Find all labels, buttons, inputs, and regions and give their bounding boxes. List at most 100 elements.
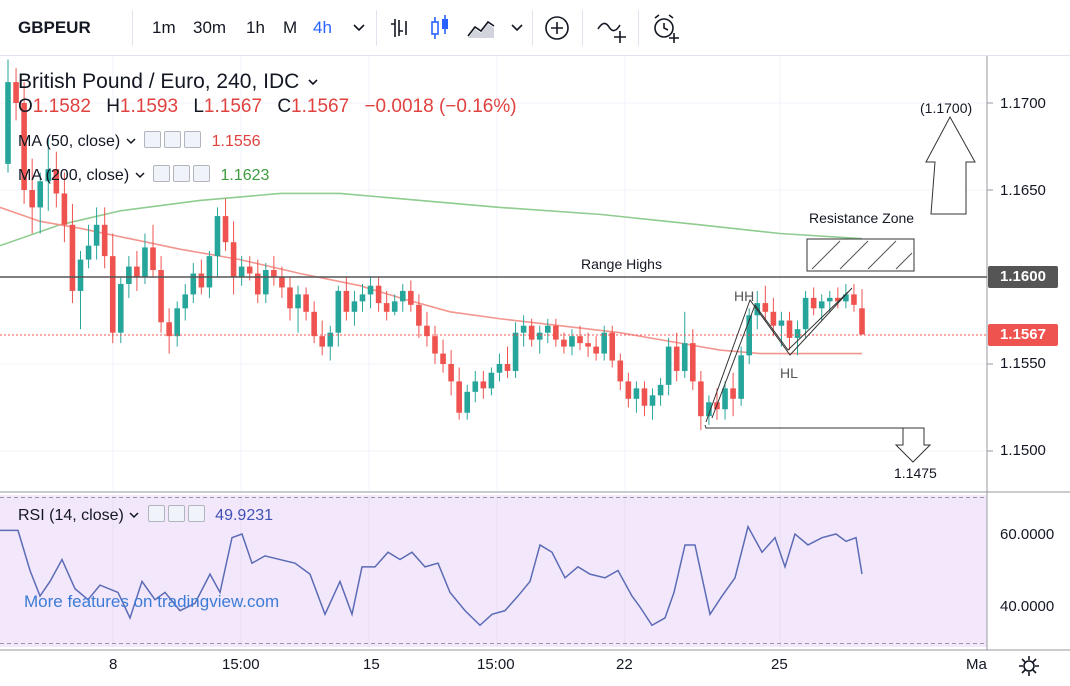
candle <box>45 137 52 211</box>
candle <box>93 207 100 260</box>
target-down-label[interactable]: 1.1475 <box>894 465 937 481</box>
candle <box>851 283 857 312</box>
interval-4h[interactable]: 4h <box>313 18 332 37</box>
candle <box>520 315 527 347</box>
candle-body <box>335 290 342 333</box>
interval-1m[interactable]: 1m <box>152 18 176 37</box>
add-indicator-icon[interactable] <box>544 15 570 41</box>
area-style-icon[interactable] <box>466 16 496 40</box>
ma200-legend[interactable]: MA (200, close) 1.1623 <box>18 165 269 185</box>
interval-month[interactable]: M <box>283 18 298 37</box>
candle-body <box>343 290 350 312</box>
chevron-down-icon[interactable] <box>125 136 137 146</box>
chevron-down-icon[interactable] <box>307 76 319 88</box>
price-label: 1.1700 <box>1000 95 1046 112</box>
chevron-down-icon[interactable] <box>352 20 366 36</box>
candle <box>577 325 583 351</box>
range-highs-label[interactable]: Range Highs <box>581 256 662 272</box>
ma200-path <box>0 192 863 247</box>
candle-body <box>641 388 648 406</box>
symbol-title[interactable]: British Pound / Euro, 240, IDC <box>18 70 300 93</box>
candle <box>5 59 11 173</box>
resistance-zone-label[interactable]: Resistance Zone <box>809 210 915 226</box>
price-grid <box>0 56 987 492</box>
candle-body <box>802 297 809 330</box>
eye-icon[interactable] <box>147 505 165 522</box>
hl-label[interactable]: HL <box>780 365 798 381</box>
candle <box>303 287 309 321</box>
swing-lines-secondary[interactable] <box>711 291 849 419</box>
hh-label[interactable]: HH <box>734 288 755 304</box>
candle-body <box>818 301 825 309</box>
candle-body <box>367 285 374 295</box>
candle <box>174 301 180 347</box>
candle-body <box>810 297 817 309</box>
candle <box>843 283 849 309</box>
eye-icon[interactable] <box>144 131 162 148</box>
annotation-drawings[interactable] <box>0 115 987 463</box>
chevron-down-icon[interactable] <box>134 170 146 180</box>
candle-body <box>198 273 205 288</box>
candle-body <box>303 294 309 312</box>
candle-body <box>738 355 744 399</box>
target-down-line[interactable] <box>704 424 914 446</box>
close-icon[interactable] <box>193 165 211 182</box>
candle-body <box>625 381 632 399</box>
candle-body <box>657 384 664 396</box>
close-icon[interactable] <box>184 131 202 148</box>
candle <box>456 367 462 420</box>
candle <box>601 325 607 361</box>
ma50-legend[interactable]: MA (50, close) 1.1556 <box>18 131 261 151</box>
arrow-up-icon[interactable] <box>925 115 976 215</box>
candle <box>214 207 221 277</box>
candle <box>722 381 728 420</box>
high-value: 1.1593 <box>119 96 179 117</box>
time-label: 15:00 <box>477 656 515 673</box>
close-icon[interactable] <box>187 505 205 522</box>
candle <box>263 263 269 304</box>
candle-body <box>287 287 293 309</box>
arrow-down-icon[interactable] <box>894 427 932 463</box>
eye-icon[interactable] <box>153 165 171 182</box>
target-up-label[interactable]: (1.1700) <box>920 100 973 116</box>
symbol-search[interactable]: GBPEUR <box>18 18 91 37</box>
compare-icon[interactable] <box>596 15 628 43</box>
ma50-path <box>0 206 862 355</box>
resistance-zone-box[interactable] <box>806 238 915 272</box>
candle-body <box>577 336 583 344</box>
interval-30m[interactable]: 30m <box>193 18 227 37</box>
candle-body <box>826 297 833 302</box>
candle <box>480 370 487 399</box>
range-highs-price-tag: 1.1600 <box>988 266 1058 288</box>
candle <box>399 283 406 312</box>
gear-icon[interactable] <box>164 131 182 148</box>
candle-body <box>254 273 261 295</box>
watermark[interactable]: More features on tradingview.com <box>24 592 280 611</box>
alert-icon[interactable] <box>650 13 682 43</box>
candle <box>61 172 68 243</box>
candle-body <box>279 277 285 288</box>
swing-lines[interactable] <box>705 287 853 423</box>
chevron-down-icon[interactable] <box>128 510 140 520</box>
candle-body <box>464 391 471 413</box>
candle <box>593 336 599 361</box>
candle-body <box>456 381 462 413</box>
rsi-legend[interactable]: RSI (14, close) 49.9231 <box>18 505 273 525</box>
candle-body <box>601 332 607 354</box>
candle-body <box>271 270 277 277</box>
candle <box>496 353 503 382</box>
bar-style-icon[interactable] <box>388 16 412 40</box>
candle <box>375 277 382 312</box>
candle <box>835 287 841 309</box>
gear-icon[interactable] <box>173 165 191 182</box>
low-value: 1.1567 <box>203 96 263 117</box>
candle-style-icon[interactable] <box>428 14 452 42</box>
chevron-down-icon[interactable] <box>510 20 524 36</box>
interval-1h[interactable]: 1h <box>246 18 265 37</box>
price-ticks <box>987 102 993 452</box>
candle-body <box>150 247 156 271</box>
gear-icon[interactable] <box>167 505 185 522</box>
candle-body <box>359 294 366 302</box>
gear-icon[interactable] <box>1018 655 1040 677</box>
candle-body <box>593 346 599 354</box>
